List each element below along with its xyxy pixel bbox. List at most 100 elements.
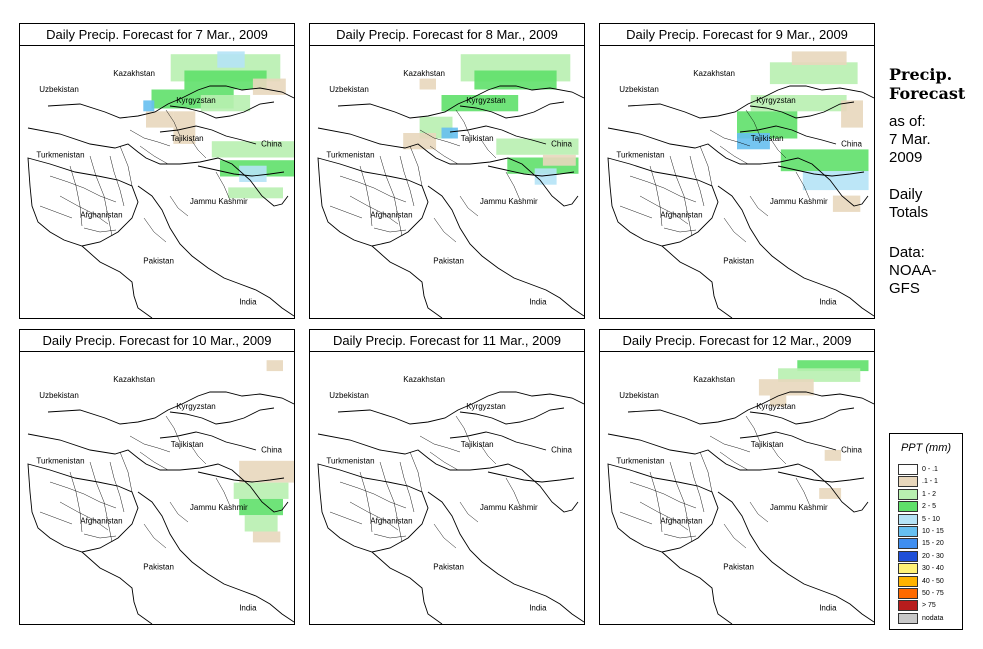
map-label-turkmenistan: Turkmenistan	[616, 151, 664, 160]
map-label-pakistan: Pakistan	[433, 257, 464, 266]
map-label-china: China	[551, 446, 572, 455]
as-of-text: as of: 7 Mar. 2009	[889, 113, 931, 167]
map-label-pakistan: Pakistan	[143, 257, 174, 266]
map-label-china: China	[551, 140, 572, 149]
legend-item: 15 - 20	[898, 538, 944, 550]
as-of-line1: as of:	[889, 113, 926, 130]
map-label-kazakhstan: Kazakhstan	[693, 69, 735, 78]
map-label-turkmenistan: Turkmenistan	[326, 151, 374, 160]
legend-swatch	[898, 501, 918, 513]
precip-shading	[403, 54, 579, 185]
legend-label: 40 - 50	[922, 577, 944, 585]
map-label-jammu-kashmir: Jammu Kashmir	[190, 503, 248, 512]
legend-label: 10 - 15	[922, 528, 944, 535]
map-label-jammu-kashmir: Jammu Kashmir	[770, 503, 828, 512]
map-label-china: China	[841, 446, 862, 455]
forecast-panel-3: Daily Precip. Forecast for 9 Mar., 2009 …	[599, 23, 875, 319]
data-source-text: Data: NOAA- GFS	[889, 244, 937, 298]
map-label-pakistan: Pakistan	[723, 563, 754, 572]
totals-line2: Totals	[889, 204, 929, 221]
country-borders	[317, 85, 584, 318]
legend-swatch	[898, 476, 918, 488]
map-label-uzbekistan: Uzbekistan	[619, 85, 659, 94]
precip-map: Kazakhstan Uzbekistan Kyrgyzstan Tajikistan…	[20, 352, 294, 624]
map-label-uzbekistan: Uzbekistan	[329, 391, 369, 400]
precip-shading	[143, 51, 294, 199]
legend-swatch	[898, 612, 918, 624]
legend-item: 10 - 15	[898, 526, 944, 537]
map-label-afghanistan: Afghanistan	[80, 210, 122, 219]
forecast-panel-4: Daily Precip. Forecast for 10 Mar., 2009…	[19, 329, 295, 625]
panel-title: Daily Precip. Forecast for 9 Mar., 2009	[600, 24, 874, 46]
province-boundaries	[619, 415, 811, 549]
map-label-afghanistan: Afghanistan	[370, 516, 412, 525]
legend-label: 2 - 5	[922, 503, 937, 511]
map-label-india: India	[819, 603, 837, 612]
legend-item: 20 - 30	[898, 550, 944, 562]
as-of-line2: 7 Mar.	[889, 131, 931, 148]
legend-swatch	[898, 488, 918, 500]
map-label-kazakhstan: Kazakhstan	[403, 69, 445, 78]
map-label-kazakhstan: Kazakhstan	[113, 69, 155, 78]
map-label-tajikistan: Tajikistan	[751, 440, 784, 449]
map-label-kyrgyzstan: Kyrgyzstan	[756, 402, 796, 411]
legend-swatch	[898, 464, 918, 475]
side-heading-line2: Forecast	[889, 84, 966, 103]
panel-title: Daily Precip. Forecast for 11 Mar., 2009	[310, 330, 584, 352]
country-borders	[607, 85, 874, 318]
province-boundaries	[329, 109, 521, 243]
map-label-kazakhstan: Kazakhstan	[403, 375, 445, 384]
legend-label: 20 - 30	[922, 552, 944, 560]
map-label-uzbekistan: Uzbekistan	[39, 391, 79, 400]
legend-label: nodata	[922, 614, 944, 622]
panel-title: Daily Precip. Forecast for 12 Mar., 2009	[600, 330, 874, 352]
map-label-jammu-kashmir: Jammu Kashmir	[190, 197, 248, 206]
forecast-panel-6: Daily Precip. Forecast for 12 Mar., 2009…	[599, 329, 875, 625]
legend-item: 50 - 75	[898, 588, 944, 599]
legend-item: .1 - 1	[898, 476, 938, 488]
map-label-kazakhstan: Kazakhstan	[693, 375, 735, 384]
forecast-panel-1: Daily Precip. Forecast for 7 Mar., 2009 …	[19, 23, 295, 319]
legend-swatch	[898, 563, 918, 575]
legend-item: 2 - 5	[898, 501, 937, 513]
precip-shading	[737, 51, 869, 212]
legend-item: > 75	[898, 600, 936, 612]
data-line1: Data:	[889, 244, 925, 261]
country-borders	[317, 391, 584, 624]
legend-swatch	[898, 513, 918, 525]
as-of-line3: 2009	[889, 149, 923, 166]
legend-label: 5 - 10	[922, 515, 940, 523]
legend-swatch	[898, 588, 918, 599]
precip-map: Kazakhstan Uzbekistan Kyrgyzstan Tajikistan…	[600, 352, 874, 624]
legend-label: 1 - 2	[922, 490, 937, 498]
map-label-uzbekistan: Uzbekistan	[619, 391, 659, 400]
map-label-uzbekistan: Uzbekistan	[39, 85, 79, 94]
map-label-kyrgyzstan: Kyrgyzstan	[466, 402, 506, 411]
map-label-turkmenistan: Turkmenistan	[36, 457, 84, 466]
map-label-turkmenistan: Turkmenistan	[616, 457, 664, 466]
map-label-tajikistan: Tajikistan	[461, 134, 494, 143]
forecast-panel-2: Daily Precip. Forecast for 8 Mar., 2009 …	[309, 23, 585, 319]
legend-swatch	[898, 526, 918, 537]
map-label-tajikistan: Tajikistan	[171, 134, 204, 143]
legend-label: 30 - 40	[922, 565, 944, 573]
map-label-turkmenistan: Turkmenistan	[326, 457, 374, 466]
precip-map: Kazakhstan Uzbekistan Kyrgyzstan Tajikistan…	[310, 352, 584, 624]
data-line2: NOAA-	[889, 262, 937, 279]
map-label-jammu-kashmir: Jammu Kashmir	[480, 197, 538, 206]
legend-item: 1 - 2	[898, 488, 937, 500]
legend-item: 0 - .1	[898, 464, 938, 475]
legend-item: nodata	[898, 612, 944, 624]
map-label-china: China	[841, 140, 862, 149]
map-label-china: China	[261, 446, 282, 455]
legend-swatch	[898, 550, 918, 562]
map-label-pakistan: Pakistan	[433, 563, 464, 572]
map-label-china: China	[261, 140, 282, 149]
province-boundaries	[39, 109, 231, 243]
map-label-india: India	[819, 297, 837, 306]
map-label-tajikistan: Tajikistan	[751, 134, 784, 143]
totals-text: Daily Totals	[889, 186, 928, 222]
province-boundaries	[619, 109, 811, 243]
map-label-india: India	[239, 603, 257, 612]
panel-title: Daily Precip. Forecast for 8 Mar., 2009	[310, 24, 584, 46]
